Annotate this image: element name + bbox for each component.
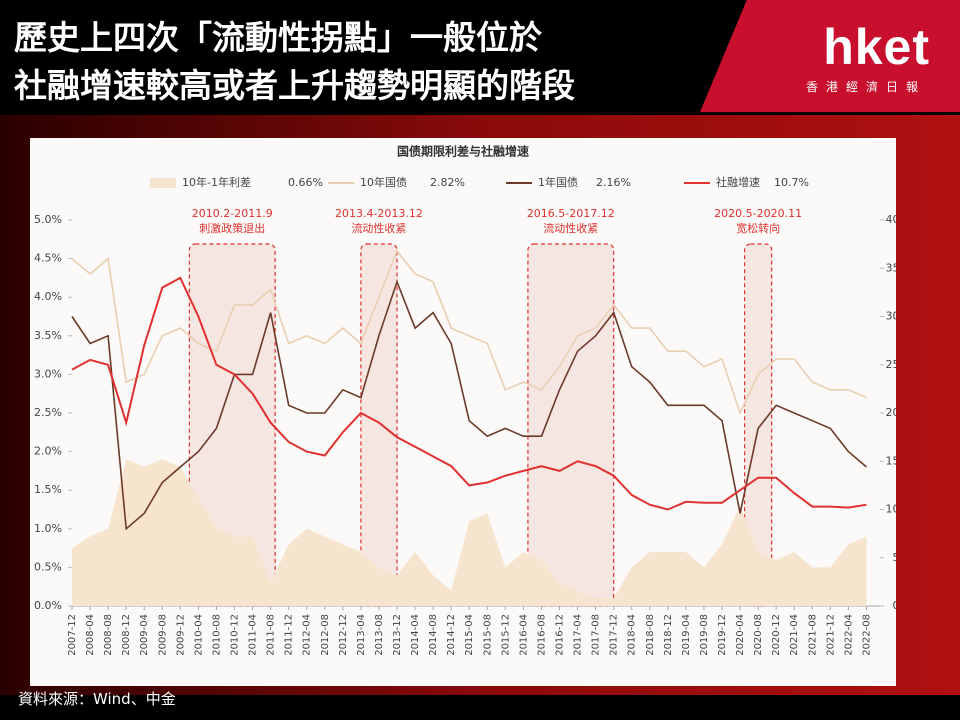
title-block: 歷史上四次「流動性拐點」一般位於 社融增速較高或者上升趨勢明顯的階段 bbox=[14, 14, 575, 110]
y2-tick-label: 20% bbox=[886, 406, 896, 419]
legend-swatch bbox=[150, 178, 176, 188]
x-tick-label: 2019-12 bbox=[717, 614, 728, 656]
annotation-text: 流动性收紧 bbox=[351, 221, 406, 235]
line bbox=[71, 249, 867, 416]
y-tick-label: 2.5% bbox=[34, 406, 62, 419]
line bbox=[71, 279, 868, 531]
x-tick-label: 2021-04 bbox=[789, 614, 800, 656]
x-tick-label: 2013-08 bbox=[374, 614, 385, 656]
x-tick-label: 2012-08 bbox=[320, 614, 331, 656]
y-tick-label: 4.0% bbox=[34, 290, 62, 303]
legend-label: 10年国债 bbox=[360, 175, 407, 189]
logo: hket bbox=[823, 19, 930, 75]
x-tick-label: 2012-12 bbox=[338, 614, 349, 656]
x-tick-label: 2015-04 bbox=[464, 614, 475, 656]
legend-value: 2.16% bbox=[596, 176, 631, 189]
x-tick-label: 2018-12 bbox=[663, 614, 674, 656]
x-tick-label: 2017-08 bbox=[591, 614, 602, 656]
y2-tick-label: 35% bbox=[886, 261, 896, 274]
x-tick-label: 2013-12 bbox=[392, 614, 403, 656]
x-tick-label: 2020-04 bbox=[735, 614, 746, 656]
y-tick-label: 1.5% bbox=[34, 483, 62, 496]
y-tick-label: 2.0% bbox=[34, 445, 62, 458]
x-tick-label: 2022-08 bbox=[861, 614, 872, 656]
x-tick-label: 2022-04 bbox=[843, 614, 854, 656]
y-tick-label: 4.5% bbox=[34, 252, 62, 265]
x-tick-label: 2010-12 bbox=[230, 614, 241, 656]
annotation-label: 2010.2-2011.9 bbox=[192, 207, 273, 220]
annotation-label: 2020.5-2020.11 bbox=[714, 207, 802, 220]
x-tick-label: 2019-08 bbox=[699, 614, 710, 656]
y-tick-label: 1.0% bbox=[34, 522, 62, 535]
x-tick-label: 2012-04 bbox=[302, 614, 313, 656]
x-tick-label: 2014-04 bbox=[410, 614, 421, 656]
highlight-region bbox=[360, 243, 398, 607]
x-tick-label: 2016-04 bbox=[518, 614, 529, 656]
chart-title: 国债期限利差与社融增速 bbox=[397, 144, 529, 159]
x-tick-label: 2017-04 bbox=[573, 614, 584, 656]
y-tick-label: 3.0% bbox=[34, 367, 62, 380]
legend-label: 1年国债 bbox=[538, 175, 578, 189]
source: 資料來源：Wind、中金 bbox=[18, 690, 176, 708]
x-tick-label: 2010-08 bbox=[211, 614, 222, 656]
x-tick-label: 2019-04 bbox=[681, 614, 692, 656]
x-tick-label: 2011-08 bbox=[266, 614, 277, 656]
x-tick-label: 2015-08 bbox=[482, 614, 493, 656]
x-tick-label: 2011-04 bbox=[248, 614, 259, 656]
area bbox=[72, 459, 867, 606]
x-tick-label: 2016-08 bbox=[536, 614, 547, 656]
y-tick-label: 0.0% bbox=[34, 599, 62, 612]
logo-background bbox=[700, 0, 960, 112]
legend-value: 0.66% bbox=[288, 176, 323, 189]
x-tick-label: 2008-12 bbox=[121, 614, 132, 656]
y2-tick-label: 40% bbox=[886, 213, 896, 226]
x-tick-label: 2009-12 bbox=[175, 614, 186, 656]
x-tick-label: 2008-04 bbox=[85, 614, 96, 656]
x-tick-label: 2011-12 bbox=[284, 614, 295, 656]
y2-tick-label: 30% bbox=[886, 310, 896, 323]
x-tick-label: 2008-08 bbox=[103, 614, 114, 656]
x-tick-label: 2020-12 bbox=[771, 614, 782, 656]
y-tick-label: 3.5% bbox=[34, 329, 62, 342]
annotation-text: 宽松转向 bbox=[736, 221, 780, 235]
y2-tick-label: 15% bbox=[886, 454, 896, 467]
x-tick-label: 2014-08 bbox=[428, 614, 439, 656]
annotation-label: 2013.4-2013.12 bbox=[335, 207, 423, 220]
highlight-region bbox=[527, 243, 615, 607]
y-tick-label: 0.5% bbox=[34, 560, 62, 573]
legend-label: 社融增速 bbox=[716, 175, 760, 189]
legend-value: 2.82% bbox=[430, 176, 465, 189]
annotation-text: 流动性收紧 bbox=[543, 221, 598, 235]
x-tick-label: 2010-04 bbox=[193, 614, 204, 656]
legend-value: 10.7% bbox=[774, 176, 809, 189]
x-tick-label: 2021-12 bbox=[825, 614, 836, 656]
highlight-region bbox=[743, 243, 773, 607]
title-line: 社融增速較高或者上升趨勢明顯的階段 bbox=[14, 66, 575, 105]
title-line: 歷史上四次「流動性拐點」一般位於 bbox=[14, 18, 542, 57]
legend-label: 10年-1年利差 bbox=[182, 175, 251, 189]
annotation-label: 2016.5-2017.12 bbox=[527, 207, 615, 220]
annotation-text: 刺激政策退出 bbox=[199, 221, 265, 235]
logo-subtitle: 香港經濟日報 bbox=[805, 80, 926, 94]
x-tick-label: 2013-04 bbox=[356, 614, 367, 656]
x-tick-label: 2014-12 bbox=[446, 614, 457, 656]
x-tick-label: 2018-04 bbox=[627, 614, 638, 656]
x-tick-label: 2020-08 bbox=[753, 614, 764, 656]
x-tick-label: 2009-08 bbox=[157, 614, 168, 656]
y2-tick-label: 10% bbox=[886, 503, 896, 516]
x-tick-label: 2017-12 bbox=[609, 614, 620, 656]
y2-tick-label: 25% bbox=[886, 358, 896, 371]
line bbox=[71, 276, 867, 511]
x-tick-label: 2015-12 bbox=[500, 614, 511, 656]
y2-tick-label: 5% bbox=[893, 551, 896, 564]
x-tick-label: 2018-08 bbox=[645, 614, 656, 656]
x-tick-label: 2021-08 bbox=[807, 614, 818, 656]
y-tick-label: 5.0% bbox=[34, 213, 62, 226]
x-tick-label: 2016-12 bbox=[555, 614, 566, 656]
x-tick-label: 2009-04 bbox=[139, 614, 150, 656]
x-tick-label: 2007-12 bbox=[67, 614, 78, 656]
y2-tick-label: 0% bbox=[893, 599, 896, 612]
